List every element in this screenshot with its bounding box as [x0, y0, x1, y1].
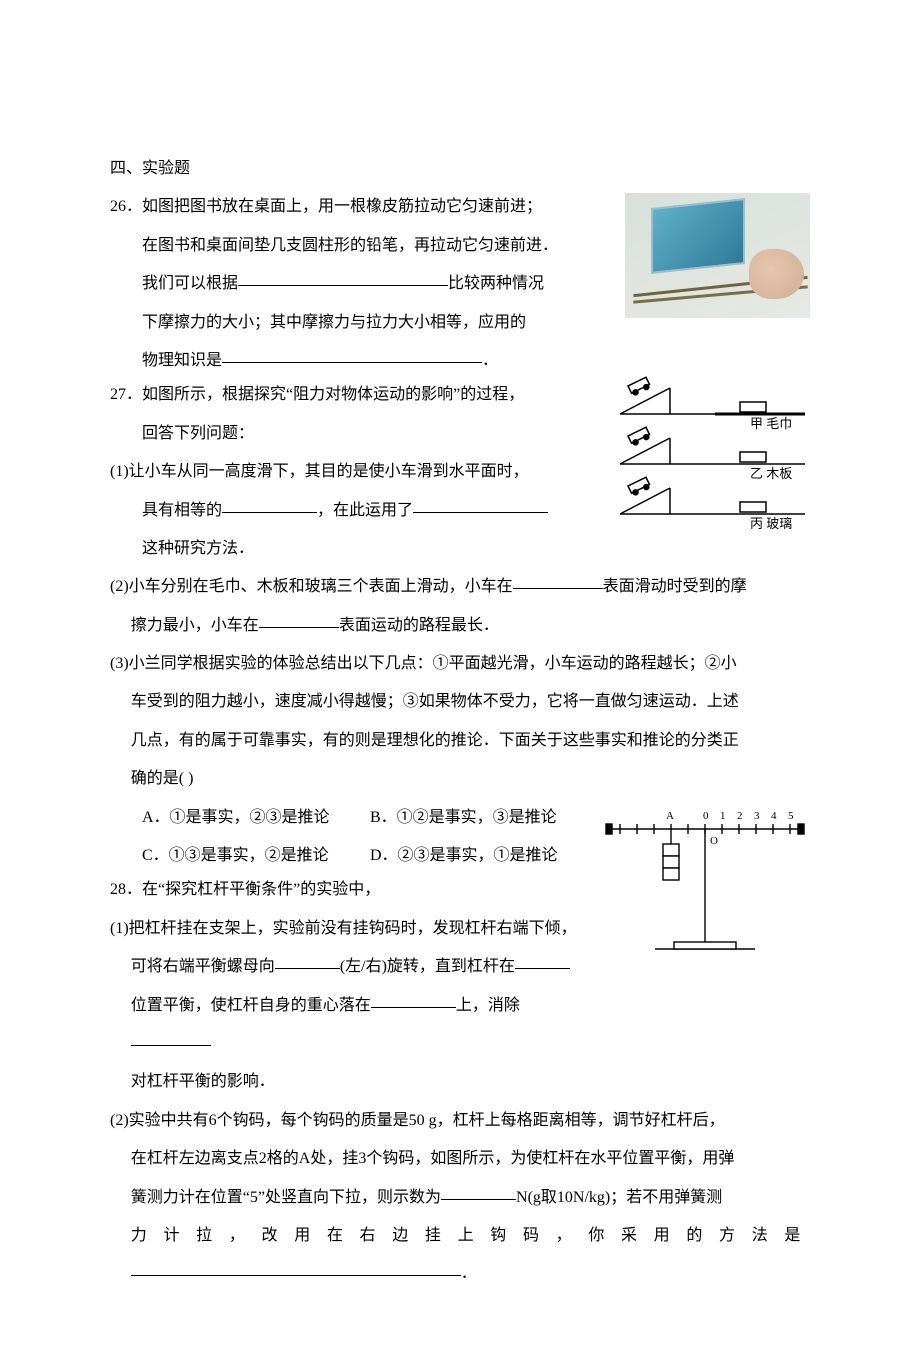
q26-line5: 物理知识是 ．: [110, 342, 610, 380]
q28-p1-l3b: 上，消除: [456, 997, 520, 1014]
q27-p1-l2: 具有相等的 ，在此运用了: [110, 492, 595, 530]
q28-p1-l2a: 可将右端平衡螺母向: [131, 958, 275, 975]
q28-p2-l1w: (2)实验中共有6个钩码，每个钩码的质量是50 g，杠杆上每格距离相等，调节好杠…: [110, 1102, 810, 1140]
q27-p2-blank1: [513, 572, 603, 589]
q28-p2-l2: 在杠杆左边离支点2格的A处，挂3个钩码，如图所示，为使杠杆在水平位置平衡，用弹: [110, 1140, 810, 1178]
q27-options-and-q28: A O 0 1 2 3 4 5 A．①是事实，②③是推论 B．①②是事实，③是推…: [110, 799, 810, 1102]
q27-p1-l2b: ，在此运用了: [317, 502, 413, 519]
q27-options-row2: C．①③是事实，②是推论 D．②③是事实，①是推论: [110, 837, 595, 875]
q27-p1-l3: 这种研究方法．: [110, 530, 595, 568]
q27-p1-l2a: 具有相等的: [142, 502, 222, 519]
lever-tick-1: 1: [720, 810, 726, 822]
q27-option-d: D．②③是事实，①是推论: [370, 837, 594, 875]
q26-photo: [625, 193, 810, 318]
q26-blank1: [238, 269, 448, 286]
q27-p2-num: (2): [110, 578, 129, 595]
q28-p2-l3a: 簧测力计在位置“5”处竖直向下拉，则示数为: [131, 1189, 441, 1206]
q27-p3-l3: 几点，有的属于可靠事实，有的则是理想化的推论．下面关于这些事实和推论的分类正: [110, 722, 810, 760]
q27-p2-blank2: [259, 611, 339, 628]
q28-p1-l3: 位置平衡，使杠杆自身的重心落在 上，消除: [110, 987, 595, 1064]
q28-p2-blank2: [131, 1259, 461, 1276]
q27-p2: (2)小车分别在毛巾、木板和玻璃三个表面上滑动，小车在 表面滑动时受到的摩 擦力最…: [110, 568, 810, 645]
q28-p2-l3b: N(g取10N/kg)；若不用弹簧测: [516, 1189, 722, 1206]
q28-p2-num: (2): [110, 1112, 129, 1129]
q28-p1-l4: 对杠杆平衡的影响．: [110, 1063, 595, 1101]
q27: 甲 毛巾 乙 木板 丙 玻璃 27．如图所示，根据探究“阻力对物体运动的影响”的…: [110, 376, 810, 568]
q28-diagram: A O 0 1 2 3 4 5: [600, 789, 810, 969]
q26-line3: 我们可以根据 比较两种情况: [110, 265, 610, 303]
q27-p2-l2b: 表面运动的路程最长．: [339, 617, 499, 634]
q26-l4: 下摩擦力的大小；其中摩擦力与拉力大小相等，应用的: [110, 304, 610, 342]
q27-p2-l1b: 表面滑动时受到的摩: [603, 578, 747, 595]
ramp-label-mid: 乙 木板: [750, 466, 792, 481]
q26-l1: 如图把图书放在桌面上，用一根橡皮筋拉动它匀速前进；: [142, 198, 542, 215]
lever-tick-4: 4: [771, 810, 777, 822]
q26-blank2: [222, 346, 482, 363]
q27-p1-blank2: [413, 496, 548, 513]
q28-p1-blank1: [275, 952, 340, 969]
q27-diagram: 甲 毛巾 乙 木板 丙 玻璃: [610, 376, 810, 536]
q26-l3a: 我们可以根据: [142, 275, 238, 292]
q26-line1: 26．如图把图书放在桌面上，用一根橡皮筋拉动它匀速前进；: [110, 188, 610, 226]
q27-p1-l1t: 让小车从同一高度滑下，其目的是使小车滑到水平面时，: [129, 463, 529, 480]
q27-p3-l2: 车受到的阻力越小，速度减小得越慢；③如果物体不受力，它将一直做匀速运动．上述: [110, 683, 810, 721]
q28-p2-l4: 力计拉，改用在右边挂上钩码，你采用的方法是: [110, 1217, 810, 1255]
q27-p2-l1: (2)小车分别在毛巾、木板和玻璃三个表面上滑动，小车在 表面滑动时受到的摩: [110, 568, 810, 606]
q27-p1-blank1: [222, 496, 317, 513]
q26-l5a: 物理知识是: [142, 352, 222, 369]
q28-p1-l3a: 位置平衡，使杠杆自身的重心落在: [131, 997, 371, 1014]
q27-p3: (3)小兰同学根据实验的体验总结出以下几点：①平面越光滑，小车运动的路程越长；②…: [110, 645, 810, 799]
q28-headline: 28．在“探究杠杆平衡条件”的实验中，: [110, 871, 595, 909]
ramp-label-top: 甲 毛巾: [750, 416, 792, 431]
q27-headline: 27．如图所示，根据探究“阻力对物体运动的影响”的过程，: [110, 376, 595, 414]
lever-label-A: A: [666, 810, 674, 822]
q27-p3-num: (3): [110, 655, 129, 672]
lever-tick-0: 0: [703, 810, 709, 822]
q27-options-row1: A．①是事实，②③是推论 B．①②是事实，③是推论: [110, 799, 595, 837]
q28-p1-blank4: [131, 1029, 211, 1046]
lever-tick-3: 3: [754, 810, 760, 822]
q26-l3b: 比较两种情况: [448, 275, 544, 292]
q27-p2-l2a: 擦力最小，小车在: [131, 617, 259, 634]
q28-num: 28．: [110, 881, 142, 898]
q28-p2: (2)实验中共有6个钩码，每个钩码的质量是50 g，杠杆上每格距离相等，调节好杠…: [110, 1102, 810, 1294]
section-title: 四、实验题: [110, 150, 810, 188]
page-root: 四、实验题 26．如图把图书放在桌面上，用一根橡皮筋拉动它匀速前进； 在图书和桌…: [0, 0, 920, 1354]
q28-p1-l1: 把杠杆挂在支架上，实验前没有挂钩码时，发现杠杆右端下倾，: [129, 920, 577, 937]
q27-p3-l1w: (3)小兰同学根据实验的体验总结出以下几点：①平面越光滑，小车运动的路程越长；②…: [110, 645, 810, 683]
q26: 26．如图把图书放在桌面上，用一根橡皮筋拉动它匀速前进； 在图书和桌面间垫几支圆…: [110, 188, 810, 380]
q28-p1-l2: 可将右端平衡螺母向 (左/右)旋转，直到杠杆在: [110, 948, 595, 986]
q27-p1-l1: (1)让小车从同一高度滑下，其目的是使小车滑到水平面时，: [110, 453, 595, 491]
q27-p1-num: (1): [110, 463, 129, 480]
q26-num: 26．: [110, 198, 142, 215]
q28-p1-l1w: (1)把杠杆挂在支架上，实验前没有挂钩码时，发现杠杆右端下倾，: [110, 910, 595, 948]
q27-option-a: A．①是事实，②③是推论: [142, 799, 366, 837]
q26-l2: 在图书和桌面间垫几支圆柱形的铅笔，再拉动它匀速前进．: [110, 227, 610, 265]
q28-p2-blank1: [441, 1183, 516, 1200]
q27-head2: 回答下列问题：: [110, 415, 595, 453]
q27-p3-l1: 小兰同学根据实验的体验总结出以下几点：①平面越光滑，小车运动的路程越长；②小: [129, 655, 737, 672]
q28-p1-l2b: (左/右)旋转，直到杠杆在: [340, 958, 515, 975]
q28-p2-l5: ．: [110, 1255, 810, 1293]
q26-l5b: ．: [482, 352, 498, 369]
ramp-label-bot: 丙 玻璃: [750, 516, 792, 531]
q26-photo-hand: [749, 249, 804, 299]
lever-label-O: O: [710, 835, 718, 847]
q28-p2-l3: 簧测力计在位置“5”处竖直向下拉，则示数为 N(g取10N/kg)；若不用弹簧测: [110, 1179, 810, 1217]
q26-photo-book: [651, 198, 745, 274]
q27-option-b: B．①②是事实，③是推论: [370, 799, 594, 837]
q28-head: 在“探究杠杆平衡条件”的实验中，: [142, 881, 380, 898]
q28-p1-blank3: [371, 991, 456, 1008]
q28-p1-blank2: [515, 952, 570, 969]
lever-tick-5: 5: [788, 810, 794, 822]
q27-option-c: C．①③是事实，②是推论: [142, 837, 366, 875]
q27-num: 27．: [110, 386, 142, 403]
q27-p2-l2: 擦力最小，小车在 表面运动的路程最长．: [110, 607, 810, 645]
lever-tick-2: 2: [737, 810, 743, 822]
q27-head1: 如图所示，根据探究“阻力对物体运动的影响”的过程，: [142, 386, 524, 403]
q28-p1-num: (1): [110, 920, 129, 937]
q27-p2-l1a: 小车分别在毛巾、木板和玻璃三个表面上滑动，小车在: [129, 578, 513, 595]
q28-p2-l1: 实验中共有6个钩码，每个钩码的质量是50 g，杠杆上每格距离相等，调节好杠杆后，: [129, 1112, 725, 1129]
q28-p2-l5b: ．: [461, 1265, 477, 1282]
